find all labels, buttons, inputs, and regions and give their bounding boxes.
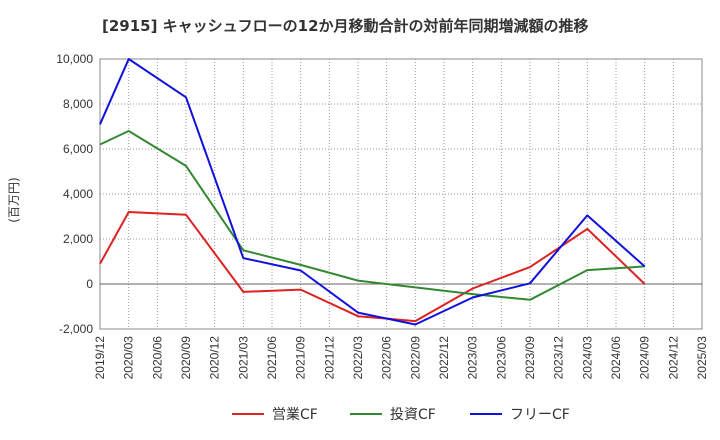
x-tick-label: 2020/03 — [122, 336, 136, 380]
legend: 営業CF 投資CF フリーCF — [232, 407, 570, 423]
x-tick-label: 2019/12 — [93, 336, 107, 380]
y-tick-label: 6,000 — [63, 142, 93, 156]
x-tick-label: 2025/03 — [695, 336, 709, 380]
series-line-2 — [99, 130, 645, 301]
legend-label-3: フリーCF — [510, 407, 570, 423]
x-tick-label: 2022/06 — [380, 336, 394, 380]
x-tick-label: 2023/09 — [523, 336, 537, 380]
x-tick-label: 2024/03 — [580, 336, 594, 380]
y-tick-label: 10,000 — [56, 52, 93, 66]
x-tick-label: 2023/12 — [552, 336, 566, 380]
series-line-3 — [99, 58, 646, 326]
chart-title: [2915] キャッシュフローの12か月移動合計の対前年同期増減額の推移 — [102, 17, 589, 35]
x-tick-label: 2023/03 — [466, 336, 480, 380]
x-tick-label: 2022/03 — [351, 336, 365, 380]
x-tick-label: 2021/09 — [294, 336, 308, 380]
y-tick-label: -2,000 — [59, 322, 93, 336]
series-line-1 — [99, 211, 646, 323]
y-axis-label: (百万円) — [7, 177, 21, 222]
x-tick-label: 2020/12 — [208, 336, 222, 380]
x-tick-label: 2021/03 — [236, 336, 250, 380]
x-tick-label: 2020/09 — [179, 336, 193, 380]
x-tick-label: 2024/09 — [638, 336, 652, 380]
x-tick-label: 2021/12 — [322, 336, 336, 380]
y-tick-label: 8,000 — [63, 97, 93, 111]
x-tick-label: 2020/06 — [150, 336, 164, 380]
x-tick-label: 2022/09 — [408, 336, 422, 380]
x-tick-label: 2022/12 — [437, 336, 451, 380]
y-tick-label: 4,000 — [63, 187, 93, 201]
axes: -2,000 0 2,000 4,000 6,000 8,000 10,000 2019/12… — [56, 52, 709, 379]
x-tick-label: 2024/06 — [609, 336, 623, 380]
plot-frame — [99, 58, 703, 330]
x-tick-label: 2024/12 — [666, 336, 680, 380]
series-group — [99, 58, 646, 326]
x-tick-label: 2023/06 — [494, 336, 508, 380]
y-tick-label: 0 — [86, 277, 93, 291]
y-tick-label: 2,000 — [63, 232, 93, 246]
x-tick-label: 2021/06 — [265, 336, 279, 380]
legend-label-2: 投資CF — [390, 407, 436, 423]
grid — [99, 58, 703, 330]
legend-label-1: 営業CF — [272, 407, 318, 423]
